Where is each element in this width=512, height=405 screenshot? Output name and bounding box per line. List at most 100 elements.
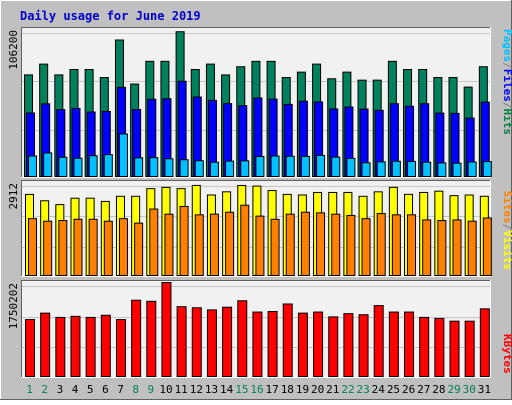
x-tick-label-day-20: 20 <box>311 383 324 396</box>
x-tick-label-day-7: 7 <box>117 383 124 396</box>
x-axis-labels: 1 2 3 4 5 6 7 8 9 10 11 12 13 14 15 16 17 18 19 20 21 22 23 24 2… <box>26 383 491 396</box>
bar-kbytes-day-13 <box>206 309 217 378</box>
x-tick-label-day-30: 30 <box>463 383 476 396</box>
bar-sites-day-5 <box>88 218 98 277</box>
bar-pages-day-3 <box>58 156 68 177</box>
bar-pages-day-13 <box>209 161 219 177</box>
series-pages <box>28 133 492 178</box>
bar-pages-day-22 <box>346 157 356 178</box>
bar-pages-day-6 <box>103 154 113 177</box>
legend-item-kbytes: KBytes <box>501 334 512 374</box>
legend-text-hits-files-pages: Pages/Files/Hits <box>501 29 512 135</box>
x-tick-label-day-25: 25 <box>387 383 400 396</box>
bar-kbytes-day-17 <box>267 311 278 377</box>
bar-pages-day-24 <box>376 161 386 177</box>
bar-pages-day-28 <box>437 162 447 177</box>
scale-label-hits-files-pages: 106200 <box>7 30 20 70</box>
x-tick-label-day-16: 16 <box>250 383 263 396</box>
x-tick-label-day-10: 10 <box>159 383 172 396</box>
x-tick-label-day-4: 4 <box>72 383 79 396</box>
x-tick-label-day-15: 15 <box>235 383 248 396</box>
bar-pages-day-31 <box>482 161 492 177</box>
bar-kbytes-day-6 <box>100 314 111 378</box>
bar-pages-day-21 <box>331 156 341 178</box>
bar-pages-day-19 <box>300 155 310 178</box>
bar-sites-day-11 <box>179 206 189 276</box>
legend-text-kbytes: KBytes <box>501 334 512 374</box>
panel-visits-sites: 2912 Sites/Visits <box>7 180 512 277</box>
legend-item-hits: Hits <box>501 109 512 136</box>
bar-kbytes-day-28 <box>434 317 445 378</box>
bar-kbytes-day-27 <box>419 316 430 378</box>
bar-pages-day-1 <box>28 155 37 178</box>
legend-text-visits-sites: Sites/Visits <box>501 191 512 271</box>
bar-pages-day-18 <box>285 155 295 177</box>
x-tick-label-day-6: 6 <box>102 383 109 396</box>
x-tick-label-day-3: 3 <box>57 383 64 396</box>
x-tick-label-day-11: 11 <box>175 383 188 396</box>
bar-kbytes-day-30 <box>464 320 475 377</box>
x-tick-label-day-17: 17 <box>266 383 279 396</box>
bar-pages-day-14 <box>225 160 235 177</box>
chart-title: Daily usage for June 2019 <box>20 9 201 23</box>
legend-kbytes: KBytes <box>501 334 512 374</box>
panel-kbytes: 1750202 KBytes <box>7 280 512 378</box>
series-sites <box>28 204 492 277</box>
x-tick-label-day-12: 12 <box>190 383 203 396</box>
bar-kbytes-day-8 <box>131 299 142 378</box>
bar-sites-day-21 <box>331 213 341 276</box>
bar-sites-day-28 <box>437 220 447 276</box>
bar-pages-day-10 <box>164 158 174 177</box>
bar-kbytes-day-9 <box>146 300 157 378</box>
bar-kbytes-day-18 <box>282 303 293 377</box>
bar-kbytes-day-1 <box>25 319 35 377</box>
bar-pages-day-12 <box>194 160 204 177</box>
bar-sites-day-25 <box>391 214 401 276</box>
bar-pages-day-15 <box>240 160 250 177</box>
bar-pages-day-25 <box>391 160 401 178</box>
x-tick-label-day-9: 9 <box>148 383 155 396</box>
bar-kbytes-day-5 <box>85 316 96 378</box>
bar-pages-day-5 <box>88 155 98 178</box>
bar-kbytes-day-2 <box>40 312 51 377</box>
bar-sites-day-22 <box>346 214 356 276</box>
bar-pages-day-29 <box>452 162 462 178</box>
bar-sites-day-18 <box>285 213 295 276</box>
bar-sites-day-20 <box>316 212 326 276</box>
series-kbytes <box>25 282 490 378</box>
x-tick-label-day-14: 14 <box>220 383 234 396</box>
bar-sites-day-23 <box>361 218 371 276</box>
bar-pages-day-8 <box>134 157 144 177</box>
bar-kbytes-day-4 <box>70 315 81 378</box>
legend-item-sites: Sites <box>501 191 512 224</box>
bar-sites-day-2 <box>43 220 53 276</box>
legend-hits-files-pages: Pages/Files/Hits <box>501 29 512 135</box>
bar-pages-day-17 <box>270 155 280 178</box>
bar-kbytes-day-15 <box>237 300 248 378</box>
x-tick-label-day-5: 5 <box>87 383 94 396</box>
bar-sites-day-6 <box>103 220 113 276</box>
bar-sites-day-14 <box>225 211 235 276</box>
x-tick-label-day-21: 21 <box>326 383 339 396</box>
bar-sites-day-27 <box>422 219 432 276</box>
bar-sites-day-9 <box>149 208 159 276</box>
bar-sites-day-29 <box>452 219 462 276</box>
x-tick-label-day-8: 8 <box>132 383 139 396</box>
legend-item-files: Files <box>501 69 512 102</box>
bar-kbytes-day-29 <box>449 320 460 377</box>
bar-sites-day-24 <box>376 213 386 277</box>
bar-pages-day-7 <box>118 133 128 177</box>
bar-sites-day-17 <box>270 218 280 277</box>
bar-pages-day-16 <box>255 156 265 177</box>
bar-kbytes-day-12 <box>191 307 202 378</box>
x-tick-label-day-24: 24 <box>372 383 386 396</box>
scale-label-visits-sites: 2912 <box>7 183 20 210</box>
bar-kbytes-day-26 <box>404 311 415 377</box>
series-files <box>26 80 490 178</box>
bar-sites-day-19 <box>300 211 310 276</box>
legend-separator: / <box>501 102 512 109</box>
x-tick-label-day-19: 19 <box>296 383 309 396</box>
bar-sites-day-10 <box>164 213 174 276</box>
